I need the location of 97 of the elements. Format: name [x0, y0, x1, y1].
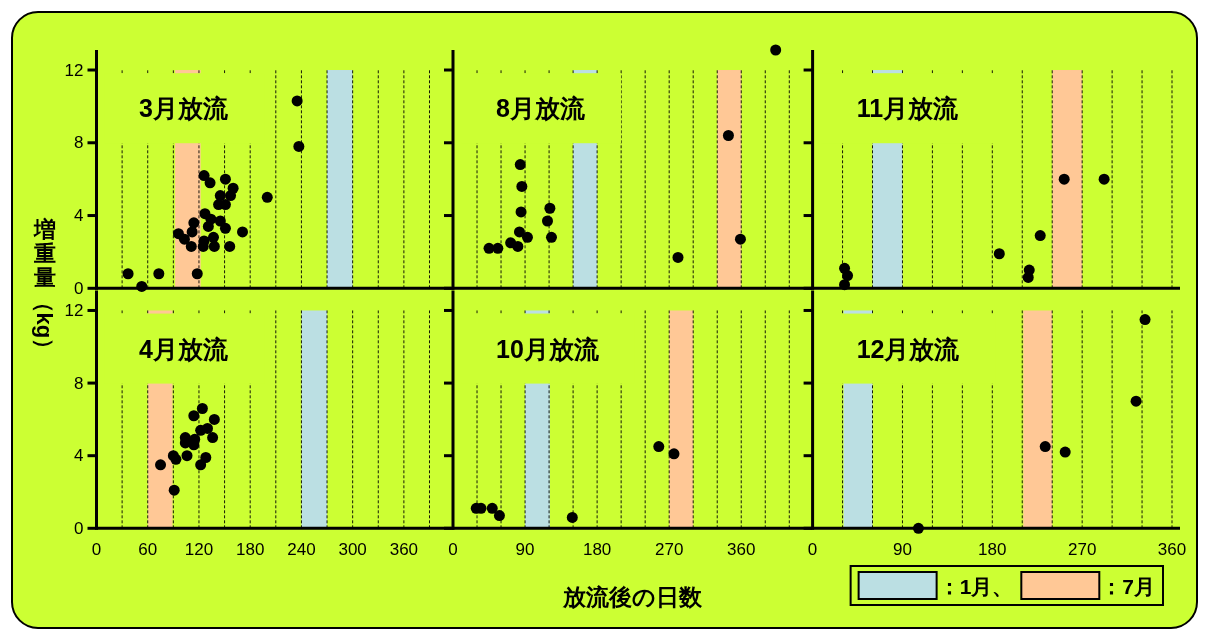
x-tick-label: 90 — [515, 539, 535, 559]
point — [261, 191, 273, 203]
x-tick-label: 90 — [892, 539, 912, 559]
x-tick-label: 360 — [389, 539, 419, 559]
point — [734, 233, 746, 245]
point — [566, 511, 578, 523]
point — [178, 233, 190, 245]
point — [181, 450, 193, 462]
point — [514, 159, 526, 171]
x-tick-label: 180 — [582, 539, 612, 559]
y-axis-title: 増重量（kg） — [32, 217, 58, 361]
point — [541, 215, 553, 227]
point — [219, 173, 231, 185]
point — [1034, 230, 1046, 242]
point — [492, 242, 504, 254]
x-tick-label: 120 — [184, 539, 214, 559]
y-tick-label: 8 — [74, 373, 84, 393]
text: 11月放流 — [856, 94, 960, 123]
point — [1058, 173, 1070, 185]
x-tick-label: 180 — [236, 539, 265, 559]
point — [545, 231, 557, 243]
point — [842, 270, 854, 282]
point — [668, 448, 680, 460]
x-tick-label: 180 — [978, 539, 1007, 559]
x-tick-label: 300 — [338, 539, 367, 559]
point — [1130, 395, 1142, 407]
x-tick-label: 360 — [727, 539, 756, 559]
y-tick-label: 12 — [64, 60, 84, 80]
text: 10月放流 — [496, 334, 600, 363]
point — [208, 413, 220, 425]
point — [202, 422, 213, 434]
x-tick-label: 270 — [1067, 539, 1097, 559]
text: 12月放流 — [856, 334, 961, 363]
point — [521, 231, 533, 243]
y-tick-label: 0 — [74, 278, 84, 298]
point — [486, 502, 498, 514]
point — [205, 213, 217, 225]
x-tick-label: 0 — [448, 539, 458, 559]
point — [136, 280, 148, 292]
point — [185, 240, 197, 252]
x-tick-label: 0 — [807, 539, 818, 559]
point — [993, 248, 1005, 260]
point — [291, 95, 303, 107]
x-tick-label: 360 — [1157, 539, 1187, 559]
x-tick-label: 60 — [138, 539, 158, 559]
point — [200, 452, 212, 464]
text: 4月放流 — [139, 334, 230, 363]
point — [198, 170, 210, 182]
point — [188, 217, 200, 229]
legend-label: ：7月 — [1101, 574, 1155, 598]
y-tick-label: 0 — [74, 518, 84, 538]
point — [207, 432, 219, 444]
point — [227, 182, 239, 194]
legend-label: ：1月、 — [938, 574, 1014, 598]
point — [207, 231, 219, 243]
point — [1039, 441, 1051, 453]
point — [191, 268, 203, 280]
x-tick-label: 0 — [91, 539, 102, 559]
point — [1059, 446, 1071, 458]
point — [1139, 314, 1151, 326]
y-tick-label: 8 — [74, 133, 84, 153]
point — [839, 279, 851, 291]
point — [770, 44, 782, 56]
text: 3月放流 — [139, 94, 230, 123]
point — [204, 177, 216, 189]
point — [515, 206, 527, 218]
point — [512, 240, 524, 252]
point — [912, 522, 924, 534]
text: 8月放流 — [496, 94, 586, 123]
point — [196, 402, 208, 414]
point — [153, 268, 165, 280]
point — [195, 459, 207, 471]
point — [186, 226, 198, 238]
point — [155, 459, 167, 471]
point — [653, 441, 665, 453]
point — [219, 222, 231, 234]
point — [293, 140, 305, 152]
point — [1098, 173, 1110, 185]
point — [208, 240, 220, 252]
y-tick-label: 4 — [74, 446, 84, 466]
point — [516, 180, 528, 192]
x-tick-label: 240 — [287, 539, 316, 559]
x-axis-title: 放流後の日数 — [561, 584, 703, 610]
point — [672, 251, 684, 263]
point — [493, 510, 505, 522]
point — [544, 202, 556, 214]
point — [513, 226, 525, 238]
point — [722, 130, 734, 141]
point — [224, 240, 236, 252]
point — [188, 410, 200, 422]
y-tick-label: 12 — [64, 300, 84, 320]
point — [122, 268, 134, 280]
point — [237, 226, 249, 238]
x-tick-label: 270 — [654, 539, 684, 559]
point — [168, 484, 180, 496]
point — [214, 190, 226, 202]
y-tick-label: 4 — [74, 206, 84, 226]
